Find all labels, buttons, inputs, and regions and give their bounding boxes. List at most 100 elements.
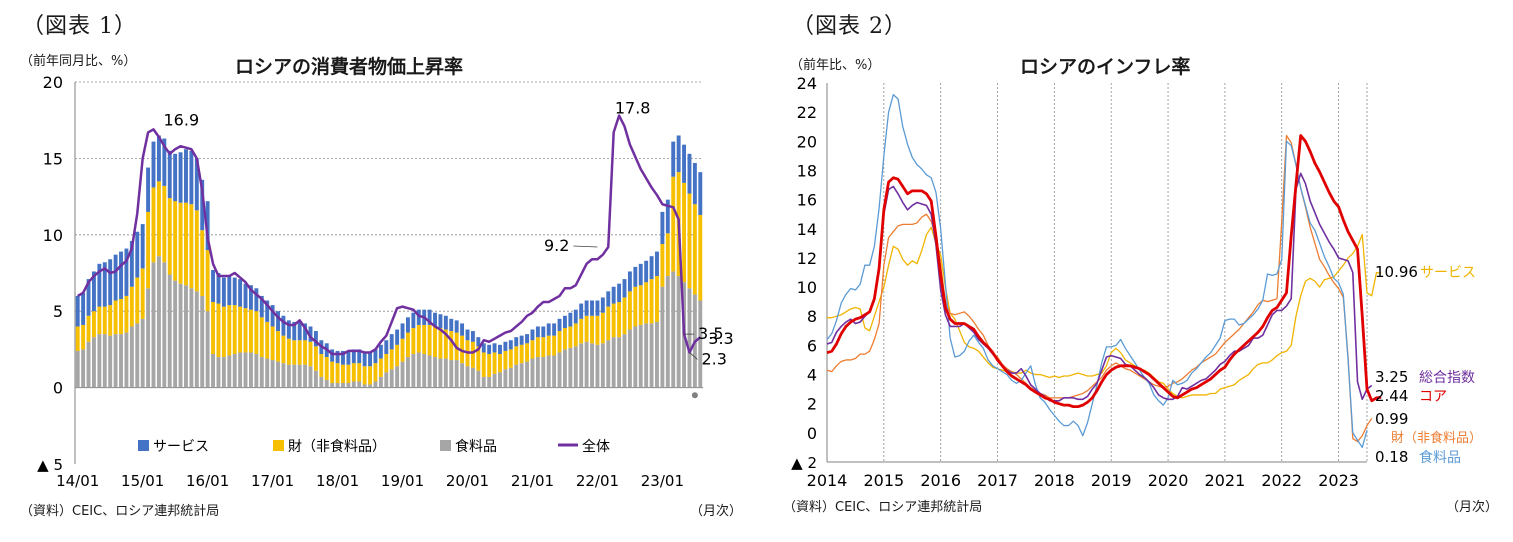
x-tick-label: 15/01 [121,472,164,490]
bar-goods [146,211,151,289]
bar-goods [135,277,140,324]
bar-goods [113,300,118,335]
end-label-value: 2.44 [1375,387,1408,405]
end-label-name: 財（非食料品） [1391,430,1482,446]
bar-food [270,360,275,388]
bar-food [541,357,546,388]
bar-food [189,288,194,388]
bar-services [682,144,687,183]
bar-goods [221,306,226,358]
bar-services [395,329,400,345]
bar-goods [292,340,297,365]
bar-food [476,370,481,388]
bar-food [254,353,259,388]
bar-services [660,211,665,244]
bar-goods [102,306,107,335]
bar-food [671,271,676,388]
bar-goods [75,326,80,351]
bar-food [86,341,91,388]
bar-services [454,320,459,333]
y-tick-label: 10 [43,226,63,245]
bar-services [427,309,432,325]
annotation-leader [573,245,598,248]
bar-goods [303,340,308,365]
bar-goods [503,350,508,370]
bar-goods [238,306,243,353]
bar-goods [660,243,665,287]
bar-services [91,271,96,312]
bar-goods [205,250,210,312]
bar-food [221,357,226,388]
y-tick-label: 10 [797,278,817,297]
bar-goods [584,315,589,342]
bar-goods [530,340,535,359]
bar-food [454,360,459,388]
end-label-name: 総合指数 [1419,370,1475,386]
bar-food [422,353,427,388]
marker-point [691,392,698,399]
line-total [77,114,702,356]
bar-goods [341,364,345,384]
bar-services [384,340,389,354]
x-tick-label: 21/01 [511,472,554,490]
bar-services [330,349,335,362]
bar-services [297,321,302,341]
y-unit-label-1: （前年同月比、%） [20,54,137,69]
bar-food [135,323,140,388]
bar-services [481,343,486,353]
bar-food [286,364,291,388]
bar-goods [211,302,216,354]
bar-food [525,361,530,388]
x-tick-label: 14/01 [56,472,99,490]
bar-goods [508,349,513,368]
end-label-name: 食料品 [1419,449,1461,466]
bar-services [227,276,232,306]
x-tick-label: 17/01 [251,472,294,490]
y-unit-label-2: （前年比、%） [790,58,881,73]
bar-food [216,357,221,388]
bar-services [184,149,188,203]
bar-goods [611,303,616,338]
bar-goods [606,306,611,341]
bar-goods [335,363,340,384]
bar-goods [595,315,600,345]
bar-food [167,274,172,388]
bar-services [151,141,156,188]
end-label-value: 10.96 [1375,263,1418,281]
bar-goods [692,204,697,295]
bar-goods [200,230,205,296]
bar-services [411,312,416,329]
bar-food [395,366,400,388]
bar-services [205,201,210,251]
bar-food [503,369,508,388]
bar-goods [535,337,540,358]
bar-food [227,355,232,388]
bar-food [146,288,151,388]
bar-services [514,337,519,347]
bar-services [541,326,546,338]
bar-goods [552,335,557,356]
bar-food [487,376,492,388]
bar-food [622,334,627,388]
bar-goods [568,326,573,348]
bar-services [248,285,253,310]
bar-goods [487,353,492,377]
bar-food [362,384,367,388]
bar-food [297,364,302,388]
bar-food [129,326,134,388]
x-tick-label: 2018 [1034,471,1075,490]
bar-services [622,279,627,298]
bar-goods [557,331,562,353]
bar-services [698,172,703,215]
bar-services [692,162,697,205]
bar-services [562,315,567,329]
bar-food [330,383,335,388]
bar-goods [373,363,378,382]
y-tick-label: 22 [797,103,817,122]
bar-goods [541,337,546,358]
bar-services [102,262,107,307]
bar-services [405,317,410,333]
bar-services [627,271,632,292]
bar-food [584,341,589,388]
